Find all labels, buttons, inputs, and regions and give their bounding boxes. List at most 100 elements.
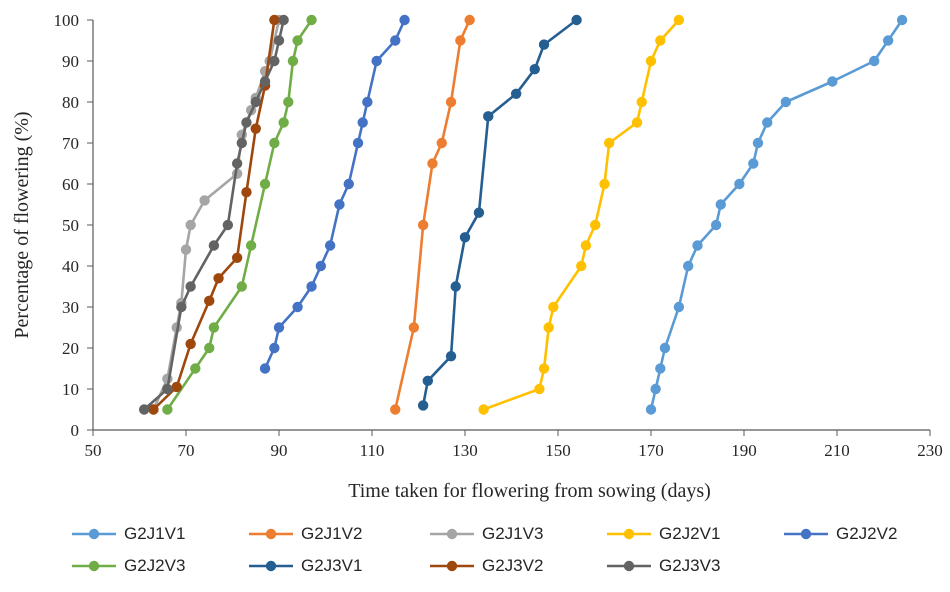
data-point (204, 342, 215, 354)
series-G2J3V3 (138, 14, 289, 415)
data-point (422, 375, 433, 386)
data-point (180, 244, 192, 255)
legend-label: G2J3V2 (482, 556, 544, 575)
series-line (649, 19, 904, 410)
x-tick-label: 150 (545, 441, 571, 460)
data-point (538, 39, 550, 50)
data-point (827, 76, 838, 87)
data-point (427, 158, 438, 169)
data-point (278, 14, 289, 26)
data-point (417, 219, 429, 231)
data-point (896, 14, 908, 26)
legend-swatch (430, 528, 474, 540)
data-point (483, 111, 494, 122)
series-G2J1V3 (148, 14, 285, 415)
data-point (869, 55, 880, 67)
x-tick-label: 170 (638, 441, 664, 460)
data-point (390, 404, 401, 415)
data-point (655, 363, 666, 374)
data-point (236, 137, 247, 149)
data-point (176, 301, 187, 313)
data-point (464, 14, 475, 26)
legend-label: G2J2V1 (659, 524, 721, 543)
data-point (208, 322, 220, 333)
data-point (259, 363, 271, 374)
data-point (752, 137, 764, 149)
data-point (659, 342, 671, 354)
y-tick-label: 90 (62, 52, 79, 71)
data-point (269, 14, 280, 26)
series-line (421, 18, 578, 406)
data-point (882, 35, 894, 46)
legend-item: G2J1V1 (70, 522, 185, 546)
legend-label: G2J3V3 (659, 556, 721, 575)
legend-item: G2J2V3 (70, 554, 185, 578)
data-point (231, 252, 243, 263)
series-G2J1V2 (390, 14, 475, 415)
data-point (538, 363, 550, 374)
legend-item: G2J3V3 (605, 554, 720, 578)
legend-item: G2J3V1 (247, 554, 362, 578)
data-point (241, 117, 252, 128)
data-point (408, 322, 420, 333)
x-tick-label: 50 (85, 441, 102, 460)
data-point (231, 158, 243, 169)
data-point (436, 137, 447, 149)
legend-label: G2J2V2 (836, 524, 898, 543)
data-point (683, 260, 694, 272)
data-point (762, 117, 773, 128)
data-point (259, 178, 271, 190)
y-tick-label: 10 (62, 380, 79, 399)
y-tick-label: 40 (62, 257, 79, 276)
x-tick-label: 90 (271, 441, 288, 460)
legend-label: G2J1V1 (124, 524, 186, 543)
x-tick-label: 190 (731, 441, 757, 460)
data-point (241, 187, 252, 198)
series-line (152, 19, 276, 411)
data-point (213, 273, 224, 284)
data-point (362, 96, 373, 108)
data-point (590, 219, 601, 231)
data-point (478, 404, 489, 415)
data-point (455, 35, 466, 46)
legend-swatch (607, 528, 651, 540)
data-point (650, 383, 661, 395)
y-tick-label: 50 (62, 216, 79, 235)
data-point (445, 351, 457, 362)
data-point (273, 322, 285, 333)
data-point (306, 14, 317, 26)
data-point (287, 55, 299, 67)
data-point (576, 260, 587, 272)
data-point (734, 178, 745, 190)
data-point (748, 158, 759, 169)
data-point (334, 199, 345, 210)
data-point (245, 240, 257, 251)
data-point (534, 383, 545, 395)
data-point (259, 76, 271, 87)
data-point (315, 260, 327, 272)
legend-swatch (72, 560, 116, 572)
data-point (292, 301, 303, 313)
data-point (715, 199, 726, 210)
data-point (473, 207, 485, 218)
data-point (580, 240, 592, 251)
y-tick-label: 80 (62, 93, 79, 112)
data-point (185, 338, 196, 350)
legend-swatch (249, 560, 293, 572)
data-point (324, 240, 336, 251)
data-point (250, 123, 261, 134)
data-point (352, 137, 364, 149)
data-point (445, 96, 457, 108)
y-tick-label: 60 (62, 175, 79, 194)
data-point (162, 404, 173, 415)
data-point (636, 96, 647, 108)
legend-swatch (607, 560, 651, 572)
data-point (292, 35, 303, 46)
data-point (399, 14, 410, 26)
data-point (357, 117, 368, 128)
legend-item: G2J2V2 (782, 522, 897, 546)
data-point (185, 281, 196, 292)
legend-label: G2J2V3 (124, 556, 186, 575)
y-tick-label: 20 (62, 339, 79, 358)
data-point (673, 14, 685, 26)
